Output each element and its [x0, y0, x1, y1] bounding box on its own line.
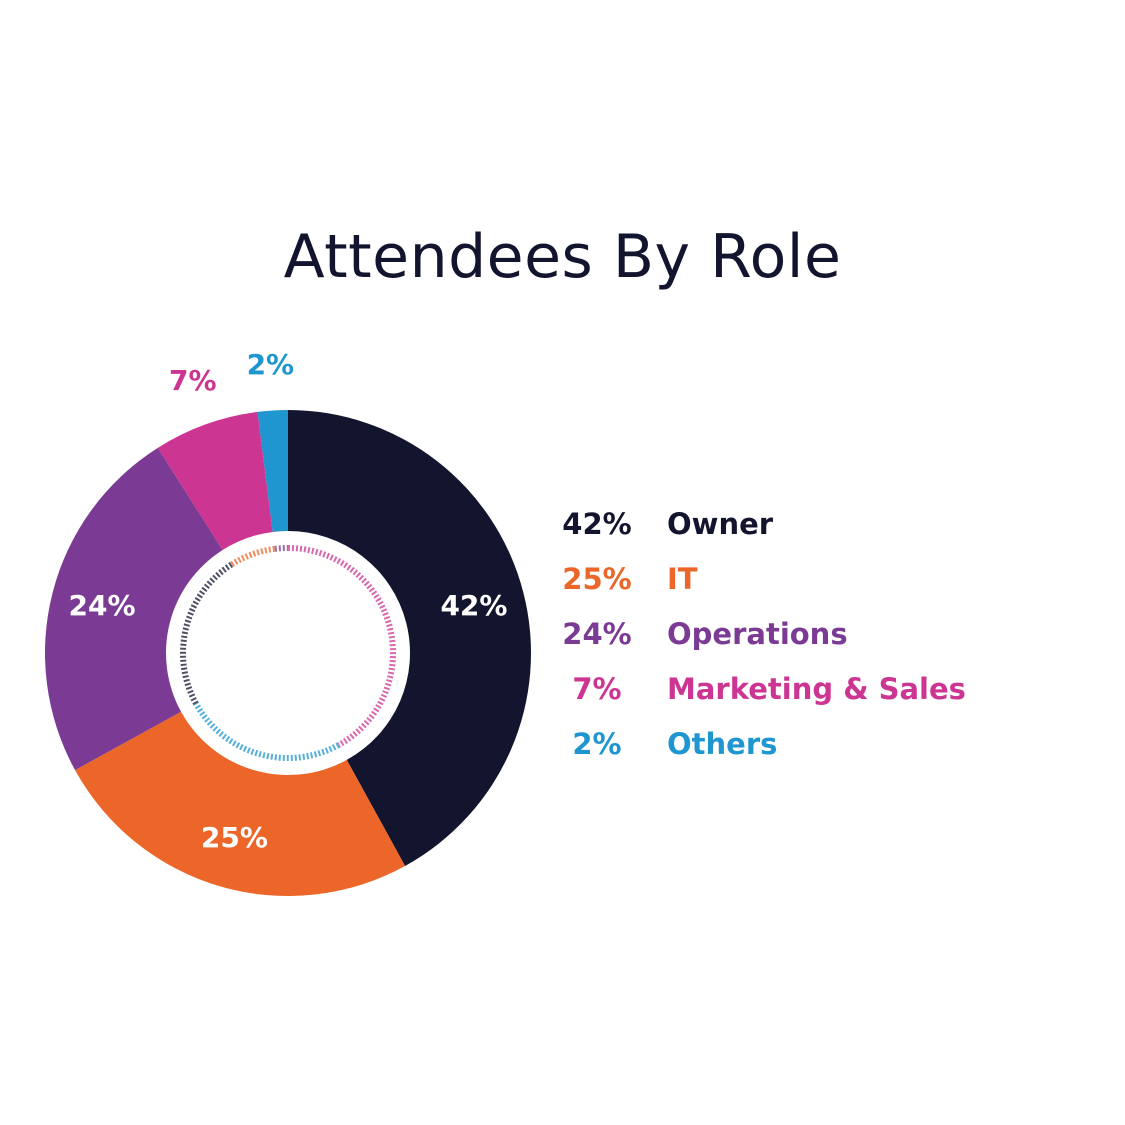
inner-ring-arc [193, 702, 341, 761]
slice-value-label: 24% [69, 589, 136, 622]
legend-value: 7% [572, 672, 622, 706]
slice-value-label: 7% [169, 364, 217, 397]
legend-item: 25% IT [555, 555, 1025, 610]
legend-label: Operations [667, 617, 848, 651]
legend-value: 2% [572, 727, 622, 761]
donut-slice [157, 411, 273, 550]
inner-ring-arc [180, 561, 234, 706]
legend-label: Others [667, 727, 778, 761]
legend-value: 24% [562, 617, 632, 651]
inner-ring-decoration [180, 545, 396, 761]
legend-label: IT [667, 562, 698, 596]
legend-value: 25% [562, 562, 632, 596]
donut-slices [44, 410, 531, 896]
donut-slice [44, 447, 223, 771]
legend-label: Marketing & Sales [667, 672, 966, 706]
donut-slice [257, 410, 288, 532]
slice-value-label: 42% [440, 589, 507, 622]
legend-value: 42% [562, 507, 632, 541]
donut-slice [288, 410, 531, 866]
legend-item: 24% Operations [555, 610, 1025, 665]
slice-value-label: 2% [247, 348, 295, 381]
inner-ring-arc [274, 545, 289, 552]
legend-item: 7% Marketing & Sales [555, 665, 1025, 720]
legend-item: 42% Owner [555, 500, 1025, 555]
inner-ring-arc [287, 545, 396, 748]
legend-item: 2% Others [555, 720, 1025, 775]
slice-labels: 42% 25% 24% 7% 2% [69, 348, 508, 854]
inner-ring-arc [230, 545, 276, 567]
legend: 42% Owner 25% IT 24% Operations 7% Marke… [555, 500, 1025, 775]
slice-value-label: 25% [201, 821, 268, 854]
legend-label: Owner [667, 507, 774, 541]
donut-slice [75, 711, 406, 896]
chart-title: Attendees By Role [283, 222, 842, 292]
